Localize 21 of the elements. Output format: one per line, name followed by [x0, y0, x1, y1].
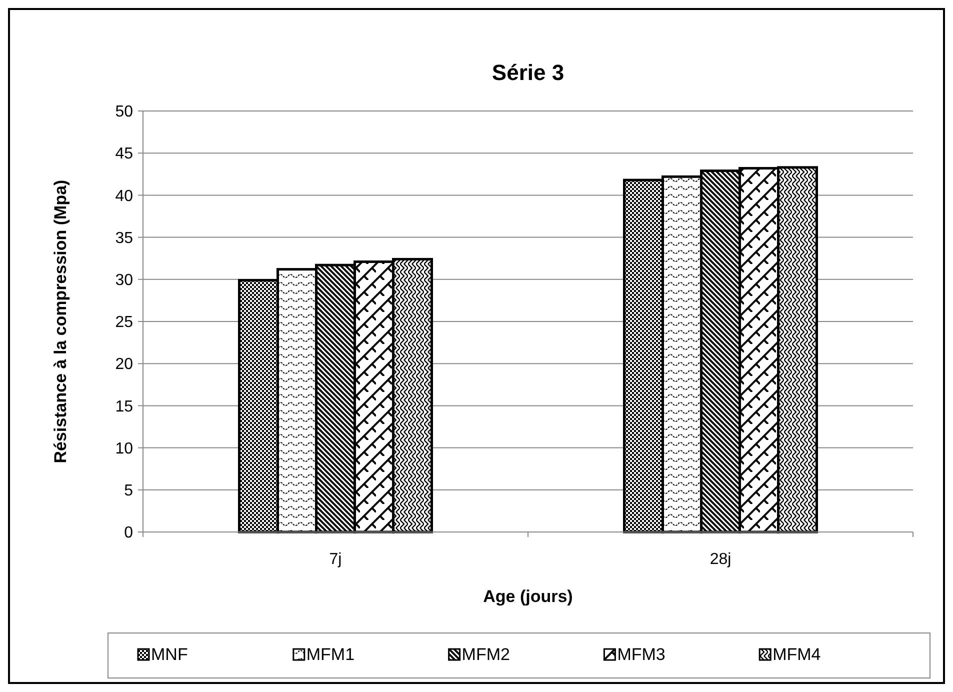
legend-label: MFM2: [462, 645, 510, 664]
y-tick-label: 30: [115, 272, 134, 289]
y-tick-label: 50: [115, 104, 134, 121]
x-axis-title: Age (jours): [483, 587, 573, 606]
y-axis-title: Résistance à la compression (Mpa): [51, 180, 70, 464]
legend-label: MFM3: [617, 645, 666, 664]
x-tick-label: 7j: [329, 551, 342, 568]
y-tick-label: 25: [115, 314, 134, 332]
y-tick-label: 5: [124, 482, 134, 500]
legend-label: MNF: [151, 645, 188, 664]
y-tick-label: 40: [115, 188, 134, 205]
y-tick-label: 20: [115, 356, 134, 374]
legend-label: MFM4: [772, 645, 821, 664]
chart-title: Série 3: [492, 60, 564, 85]
y-tick-label: 10: [115, 440, 134, 458]
y-tick-label: 45: [115, 146, 134, 163]
y-tick-label: 15: [115, 398, 134, 416]
legend-label: MFM1: [306, 645, 355, 664]
x-tick-label: 28j: [710, 551, 732, 568]
y-tick-label: 35: [115, 230, 134, 247]
y-tick-label: 0: [124, 524, 134, 542]
